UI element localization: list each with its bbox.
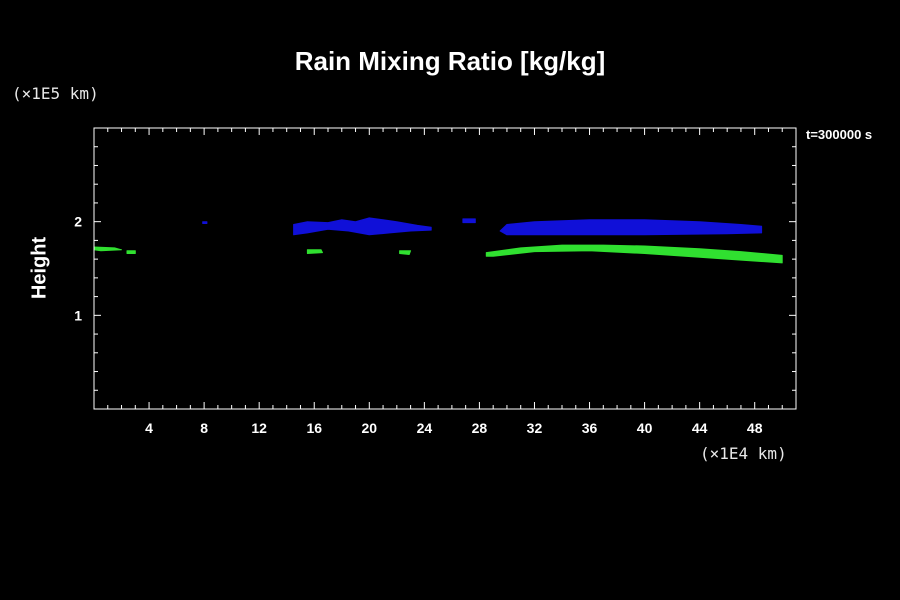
x-tick-label: 24 bbox=[417, 420, 433, 436]
y-tick-label: 2 bbox=[74, 214, 82, 230]
x-tick-label: 32 bbox=[527, 420, 543, 436]
time-annotation: t=300000 s bbox=[806, 127, 873, 142]
x-tick-label: 28 bbox=[472, 420, 488, 436]
x-tick-label: 36 bbox=[582, 420, 598, 436]
x-tick-label: 40 bbox=[637, 420, 653, 436]
plot-frame bbox=[93, 127, 797, 410]
x-tick-label: 20 bbox=[362, 420, 378, 436]
rain-band-0 bbox=[293, 217, 432, 236]
x-axis-unit: (×1E4 km) bbox=[700, 444, 787, 463]
rain-band-6 bbox=[126, 250, 136, 254]
chart-title: Rain Mixing Ratio [kg/kg] bbox=[294, 46, 606, 76]
x-tick-label: 44 bbox=[692, 420, 708, 436]
rain-band-7 bbox=[306, 249, 323, 254]
x-tick-label: 16 bbox=[306, 420, 322, 436]
rain-band-3 bbox=[202, 221, 208, 224]
rain-band-8 bbox=[399, 250, 412, 255]
x-tick-label: 8 bbox=[200, 420, 208, 436]
y-tick-label: 1 bbox=[74, 307, 82, 323]
rain-band-2 bbox=[462, 218, 476, 224]
x-tick-label: 48 bbox=[747, 420, 763, 436]
x-tick-label: 4 bbox=[145, 420, 153, 436]
x-tick-label: 12 bbox=[251, 420, 267, 436]
y-axis-unit: (×1E5 km) bbox=[12, 84, 99, 103]
rain-band-4 bbox=[485, 244, 783, 264]
rain-band-5 bbox=[93, 246, 122, 252]
rain-band-1 bbox=[499, 219, 763, 236]
